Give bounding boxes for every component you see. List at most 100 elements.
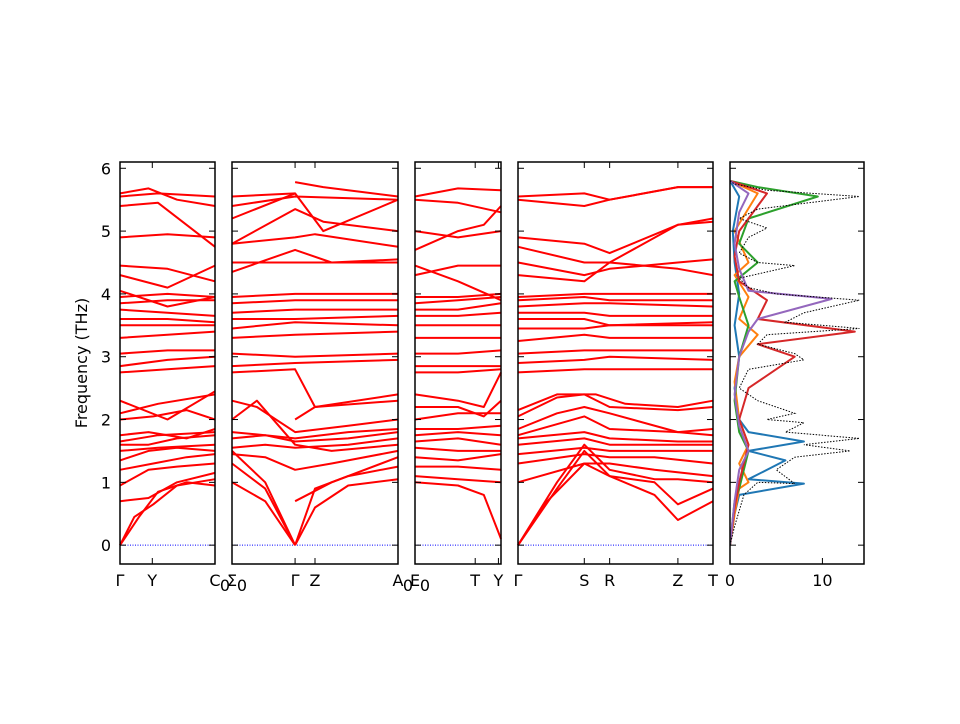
band-line-15 [231, 358, 399, 368]
band-line-9 [231, 431, 399, 443]
band-line-22 [517, 292, 713, 298]
band-line-23 [517, 261, 714, 283]
band-line-24 [414, 230, 502, 239]
x-tick-subscript: 0 [420, 576, 430, 595]
x-tick-label: E [410, 571, 420, 590]
y-tick-label: 2 [101, 411, 111, 430]
y-axis-label: Frequency (THz) [72, 298, 91, 428]
y-tick-label: 3 [101, 348, 111, 367]
band-line-10 [119, 428, 216, 440]
band-line-26 [414, 187, 502, 198]
band-line-14 [119, 365, 216, 374]
panel-frame [119, 161, 216, 565]
band-line-2 [119, 481, 216, 546]
band-line-11 [119, 409, 216, 421]
band-line-29 [231, 192, 296, 198]
y-tick-label: 6 [101, 159, 111, 178]
band-line-7 [517, 437, 713, 446]
x-tick-label: Γ [514, 571, 523, 590]
x-tick-label: S [579, 571, 589, 590]
band-line-4 [119, 462, 216, 487]
band-line-13 [119, 390, 216, 421]
band-line-6 [517, 446, 713, 456]
band-line-10 [231, 428, 399, 440]
band-line-7 [119, 443, 216, 452]
band-line-5 [517, 453, 714, 465]
x-tick-label: Γ [116, 571, 125, 590]
band-line-10 [517, 406, 714, 434]
band-line-3 [231, 450, 297, 546]
band-line-21 [414, 264, 502, 302]
band-line-25 [517, 220, 714, 264]
band-line-16 [119, 349, 215, 355]
band-line-16 [231, 352, 399, 358]
band-line-9 [517, 415, 714, 437]
band-line-26 [231, 208, 399, 245]
band-line-28 [231, 195, 399, 207]
band-line-11 [414, 371, 502, 408]
x-tick-label: Z [310, 571, 321, 590]
band-line-27 [517, 186, 713, 207]
band-line-19 [518, 311, 713, 317]
band-line-17 [231, 330, 399, 339]
band-line-17 [415, 311, 502, 317]
x-tick-subscript: 0 [220, 576, 230, 595]
y-tick-label: 5 [101, 222, 111, 241]
partial-dos-line-2 [730, 179, 759, 546]
band-line-3 [517, 443, 714, 546]
band-line-19 [232, 314, 399, 320]
band-line-1 [414, 481, 502, 540]
band-line-18 [231, 321, 399, 330]
band-line-20 [517, 302, 714, 308]
band-line-1 [231, 481, 296, 546]
band-line-27 [231, 192, 399, 233]
dos-frame [729, 161, 865, 565]
band-line-25 [414, 198, 502, 214]
x-tick-subscript: 0 [237, 576, 247, 595]
panel-frame [517, 161, 714, 565]
band-line-3 [415, 465, 502, 471]
band-line-27 [119, 201, 216, 248]
band-line-23 [231, 248, 399, 273]
band-line-14 [517, 355, 714, 364]
band-line-18 [415, 302, 502, 311]
band-line-26 [119, 233, 216, 239]
x-tick-subscript: 0 [403, 576, 413, 595]
band-line-9 [119, 431, 216, 443]
x-tick-label: Γ [291, 571, 300, 590]
x-tick-label: Y [146, 571, 157, 590]
partial-dos-line-1 [730, 180, 805, 546]
band-line-20 [231, 308, 398, 314]
band-line-28 [119, 192, 216, 198]
band-line-10 [415, 399, 502, 418]
band-line-15 [119, 355, 216, 368]
dos-x-tick-label: 0 [725, 571, 735, 590]
x-tick-label: Z [672, 571, 683, 590]
band-line-4 [414, 453, 502, 462]
y-tick-label: 4 [101, 285, 111, 304]
band-line-17 [518, 324, 713, 330]
band-line-4 [294, 478, 399, 546]
total-dos-line [730, 180, 860, 546]
band-line-8 [517, 431, 713, 443]
band-line-5 [294, 465, 399, 546]
x-tick-label: T [469, 571, 480, 590]
band-line-6 [294, 456, 399, 503]
band-line-7 [414, 431, 502, 437]
band-line-18 [518, 318, 714, 327]
band-line-21 [517, 296, 713, 302]
band-line-26 [517, 217, 714, 255]
band-line-8 [231, 437, 399, 449]
band-line-5 [414, 446, 501, 452]
band-line-19 [414, 296, 502, 305]
band-line-8 [415, 424, 502, 430]
band-line-28 [517, 186, 713, 201]
band-line-12 [517, 393, 714, 412]
band-line-23 [414, 205, 502, 251]
band-line-22 [414, 264, 501, 277]
band-line-11 [517, 393, 714, 418]
band-line-14 [415, 349, 502, 355]
band-line-25 [119, 264, 216, 283]
